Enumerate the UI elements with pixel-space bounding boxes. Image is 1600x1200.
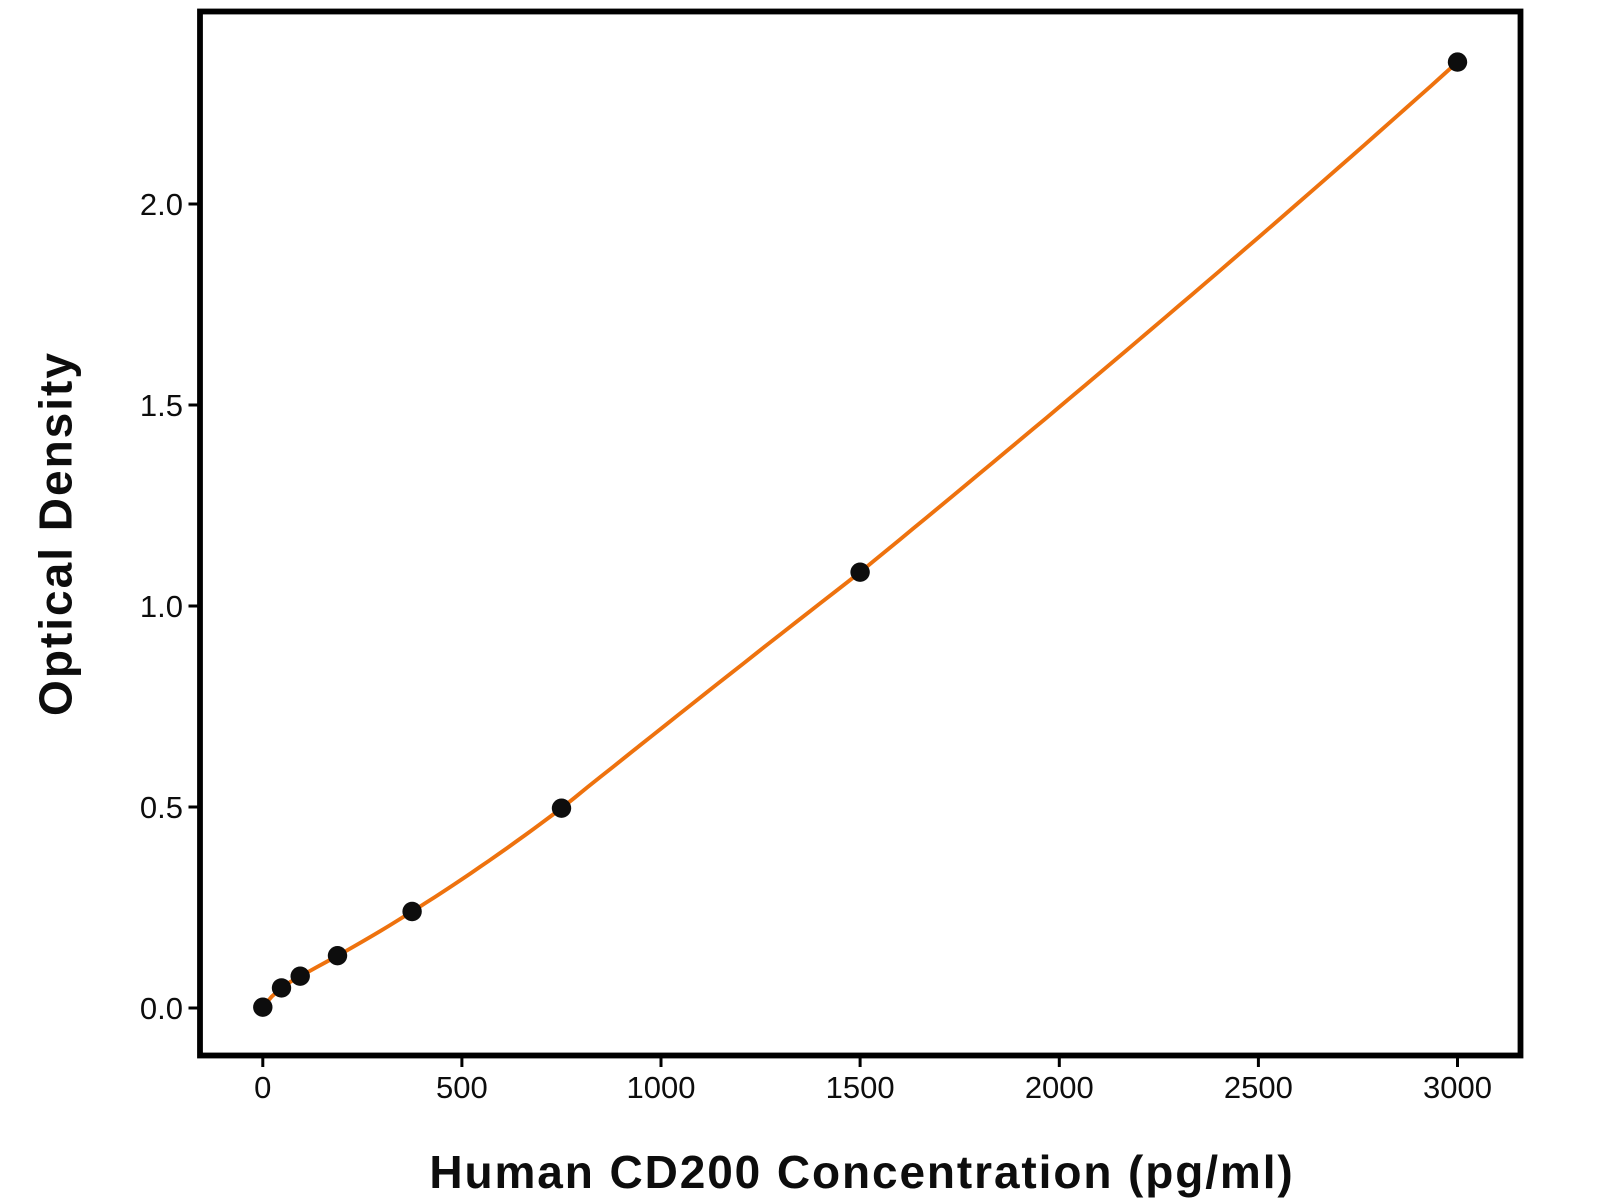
svg-text:0: 0 <box>254 1070 271 1105</box>
svg-text:Optical Density: Optical Density <box>30 351 82 716</box>
svg-text:1.5: 1.5 <box>140 388 183 423</box>
svg-text:0.0: 0.0 <box>140 991 183 1026</box>
svg-text:2.0: 2.0 <box>140 187 183 222</box>
svg-text:2500: 2500 <box>1224 1070 1293 1105</box>
svg-text:0.5: 0.5 <box>140 790 183 825</box>
svg-text:3000: 3000 <box>1423 1070 1492 1105</box>
svg-text:1500: 1500 <box>826 1070 895 1105</box>
svg-text:500: 500 <box>436 1070 488 1105</box>
svg-text:2000: 2000 <box>1025 1070 1094 1105</box>
svg-text:1.0: 1.0 <box>140 589 183 624</box>
svg-text:1000: 1000 <box>627 1070 696 1105</box>
svg-text:Human CD200 Concentration (pg/: Human CD200 Concentration (pg/ml) <box>429 1146 1294 1198</box>
